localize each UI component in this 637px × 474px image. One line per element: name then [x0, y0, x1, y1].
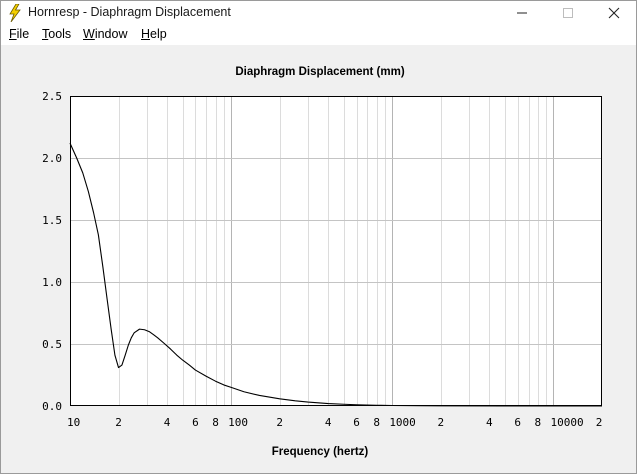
x-tick-label: 8 — [373, 416, 380, 429]
x-tick-label: 2 — [276, 416, 283, 429]
maximize-icon — [563, 8, 573, 18]
plot-background — [70, 96, 602, 406]
menu-tools-mnemonic: T — [42, 27, 49, 41]
x-tick-label: 4 — [486, 416, 493, 429]
x-tick-labels: 10 2 4 6 8 100 2 4 6 8 1000 2 4 6 8 10000 2 — [67, 416, 602, 429]
x-tick-label: 6 — [514, 416, 521, 429]
displacement-curve — [69, 142, 603, 407]
y-tick-label: 1.5 — [42, 214, 62, 227]
displacement-chart: Diaphragm Displacement (mm) 0.0 0.5 1.0 1.5… — [42, 66, 603, 458]
y-tick-label: 0.5 — [42, 338, 62, 351]
x-tick-label: 100 — [228, 416, 248, 429]
menu-window-mnemonic: W — [83, 27, 95, 41]
x-tick-label: 4 — [164, 416, 171, 429]
menu-window-label: indow — [94, 27, 128, 41]
menu-file-mnemonic: F — [9, 27, 17, 41]
maximize-button[interactable] — [545, 1, 591, 25]
menu-file-label: ile — [16, 27, 30, 41]
x-tick-label: 10 — [67, 416, 80, 429]
menu-help-label: elp — [150, 27, 167, 41]
menu-help[interactable]: Help — [141, 27, 167, 41]
minimize-button[interactable] — [499, 1, 545, 25]
window-title: Hornresp - Diaphragm Displacement — [28, 5, 231, 19]
y-tick-label: 2.0 — [42, 152, 62, 165]
close-button[interactable] — [591, 1, 637, 25]
x-tick-label: 1000 — [389, 416, 416, 429]
plot-border — [70, 96, 602, 406]
minimize-icon — [517, 12, 527, 14]
grid-lines — [70, 96, 602, 406]
chart-title: Diaphragm Displacement (mm) — [235, 66, 405, 78]
menu-help-mnemonic: H — [141, 27, 151, 41]
y-tick-labels: 0.0 0.5 1.0 1.5 2.0 2.5 — [42, 90, 62, 413]
menu-tools[interactable]: Tools — [42, 27, 71, 41]
x-tick-label: 6 — [192, 416, 199, 429]
x-tick-label: 10000 — [550, 416, 583, 429]
x-tick-label: 2 — [115, 416, 122, 429]
y-tick-label: 2.5 — [42, 90, 62, 103]
y-tick-label: 1.0 — [42, 276, 62, 289]
x-tick-label: 4 — [325, 416, 332, 429]
menu-bar: File Tools Window Help — [1, 25, 636, 45]
title-bar[interactable]: Hornresp - Diaphragm Displacement — [1, 1, 636, 25]
menu-file[interactable]: File — [9, 27, 29, 41]
x-tick-label: 2 — [438, 416, 445, 429]
lightning-bolt-icon — [7, 3, 23, 23]
y-tick-label: 0.0 — [42, 400, 62, 413]
x-tick-label: 8 — [212, 416, 219, 429]
menu-tools-label: ools — [48, 27, 72, 41]
x-tick-label: 8 — [535, 416, 542, 429]
menu-window[interactable]: Window — [83, 27, 127, 41]
x-tick-label: 2 — [596, 416, 603, 429]
x-axis-label: Frequency (hertz) — [272, 446, 369, 458]
x-tick-label: 6 — [353, 416, 360, 429]
chart-area: Diaphragm Displacement (mm) 0.0 0.5 1.0 1.5… — [1, 45, 636, 473]
curve-layer — [69, 142, 603, 407]
close-icon — [608, 7, 620, 19]
